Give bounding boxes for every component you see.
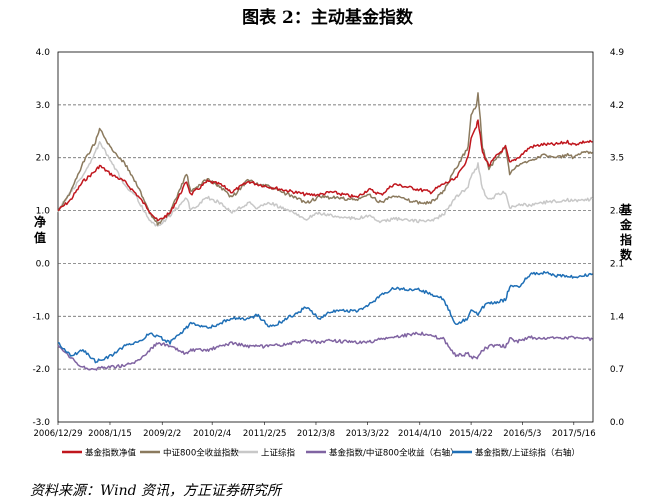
legend-label: 基金指数/中证800全收益（右轴） (329, 448, 459, 459)
x-tick-label: 2017/5/16 (552, 429, 596, 439)
axes: 4.0 3.0 2.0 1.0 0.0 -1.0 -2.0 -3.0 4.9 4.2 3.5 2.8 2… (32, 48, 633, 439)
x-tick-label: 2015/4/22 (449, 429, 493, 439)
legend-label: 基金指数/上证综指（右轴） (475, 448, 580, 459)
right-tick-label: 1.4 (610, 312, 625, 322)
x-tick-label: 2008/1/15 (88, 429, 132, 439)
legend-label: 中证800全收益指数 (163, 448, 239, 459)
series-line (57, 119, 593, 222)
series-line (57, 331, 593, 371)
left-axis-label: 净值 (34, 214, 46, 245)
right-tick-label: 0.0 (610, 418, 625, 428)
left-tick-label: 1.0 (36, 207, 51, 217)
left-tick-label: 2.0 (36, 154, 51, 164)
x-tick-label: 2011/2/25 (243, 429, 287, 439)
left-tick-label: 4.0 (36, 48, 51, 58)
right-tick-label: 0.7 (610, 365, 624, 375)
right-tick-label: 3.5 (610, 154, 624, 164)
left-tick-label: -3.0 (32, 418, 50, 428)
series-line (57, 141, 594, 227)
legend: 基金指数净值 中证800全收益指数 上证综指 基金指数/中证800全收益（右轴） 基金指… (62, 448, 580, 459)
legend-label: 上证综指 (261, 448, 296, 459)
x-tick-label: 2016/5/3 (503, 429, 541, 439)
right-axis-label: 基金指数 (619, 202, 633, 262)
chart-title: 图表 2：主动基金指数 (242, 8, 413, 28)
x-tick-label: 2006/12/29 (34, 429, 83, 439)
x-tick-label: 2010/2/4 (193, 429, 231, 439)
x-tick-label: 2014/4/10 (398, 429, 442, 439)
series-group (57, 92, 594, 371)
plot-frame (57, 51, 594, 423)
legend-label: 基金指数净值 (85, 448, 137, 459)
series-line (57, 92, 593, 226)
right-tick-label: 4.2 (610, 101, 624, 111)
x-tick-label: 2009/2/2 (143, 429, 181, 439)
right-tick-label: 4.9 (610, 48, 625, 58)
x-tick-label: 2012/3/8 (297, 429, 335, 439)
left-tick-label: -1.0 (32, 312, 50, 322)
right-tick-label: 2.1 (610, 259, 624, 269)
left-tick-label: 0.0 (36, 259, 51, 269)
source-note: 资料来源：Wind 资讯，方正证券研究所 (30, 483, 282, 499)
left-tick-label: 3.0 (36, 101, 51, 111)
series-line (57, 270, 593, 364)
x-tick-label: 2013/3/22 (346, 429, 390, 439)
left-tick-label: -2.0 (32, 365, 50, 375)
gridlines (58, 104, 593, 370)
right-tick-label: 2.8 (610, 207, 625, 217)
